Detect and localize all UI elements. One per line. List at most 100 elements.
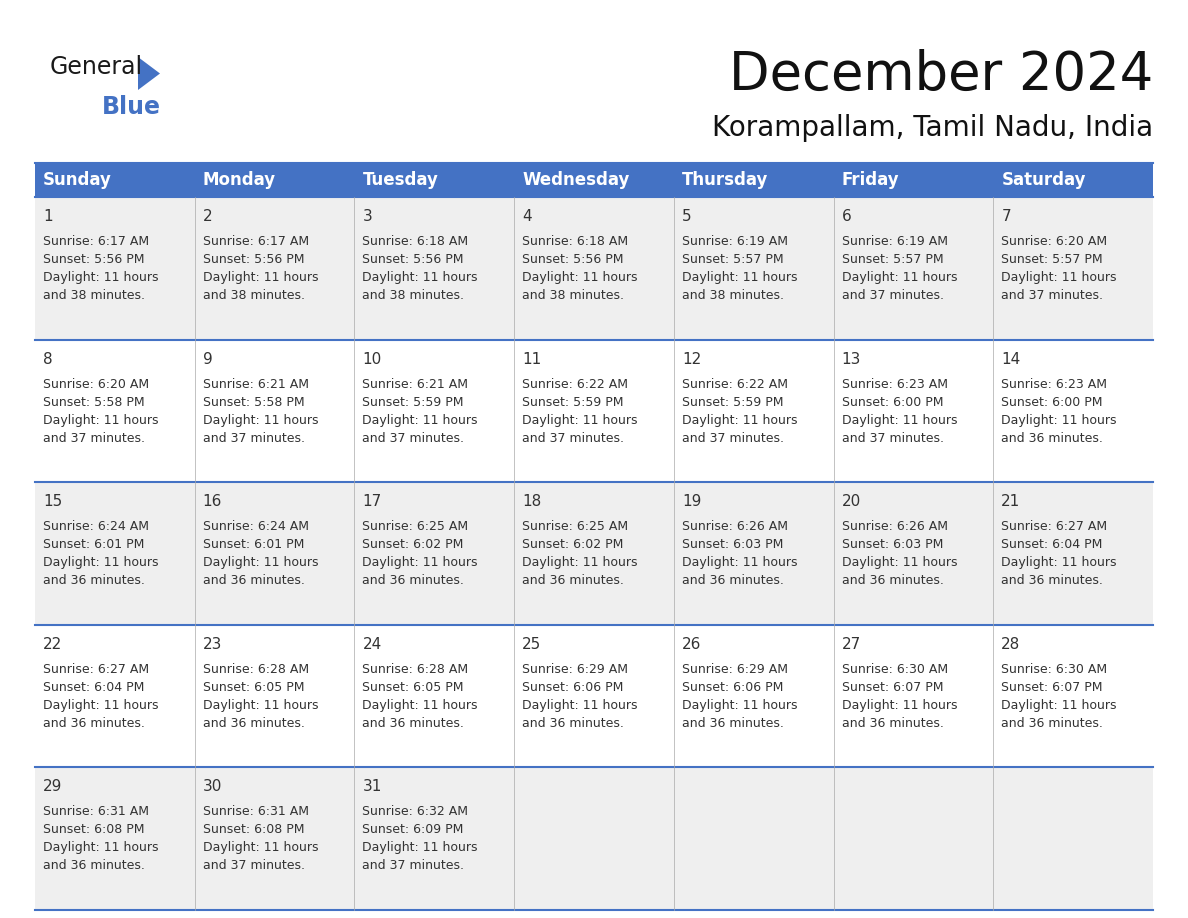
Text: Sunset: 6:02 PM: Sunset: 6:02 PM: [523, 538, 624, 551]
Bar: [34, 767, 1154, 910]
Text: and 36 minutes.: and 36 minutes.: [1001, 431, 1104, 444]
Text: and 36 minutes.: and 36 minutes.: [362, 574, 465, 588]
Text: Sunset: 6:06 PM: Sunset: 6:06 PM: [682, 681, 783, 694]
Polygon shape: [138, 57, 160, 90]
Text: Sunset: 6:00 PM: Sunset: 6:00 PM: [841, 396, 943, 409]
Text: Sunrise: 6:19 AM: Sunrise: 6:19 AM: [841, 235, 948, 248]
Text: Sunrise: 6:26 AM: Sunrise: 6:26 AM: [682, 521, 788, 533]
Text: and 38 minutes.: and 38 minutes.: [682, 289, 784, 302]
Bar: [195, 163, 354, 197]
Text: 5: 5: [682, 209, 691, 224]
Bar: [834, 163, 993, 197]
Text: Sunset: 6:05 PM: Sunset: 6:05 PM: [362, 681, 465, 694]
Text: Sunrise: 6:20 AM: Sunrise: 6:20 AM: [43, 377, 150, 390]
Text: Daylight: 11 hours: Daylight: 11 hours: [682, 271, 797, 284]
Text: Daylight: 11 hours: Daylight: 11 hours: [523, 699, 638, 711]
Text: Daylight: 11 hours: Daylight: 11 hours: [362, 699, 478, 711]
Text: 10: 10: [362, 352, 381, 366]
Text: and 36 minutes.: and 36 minutes.: [682, 717, 784, 730]
Text: 3: 3: [362, 209, 372, 224]
Text: 18: 18: [523, 494, 542, 509]
Bar: [993, 163, 1154, 197]
Text: Sunset: 6:02 PM: Sunset: 6:02 PM: [362, 538, 463, 551]
Text: Sunset: 6:07 PM: Sunset: 6:07 PM: [841, 681, 943, 694]
Text: 23: 23: [203, 637, 222, 652]
Text: 22: 22: [43, 637, 62, 652]
Text: Sunrise: 6:24 AM: Sunrise: 6:24 AM: [43, 521, 148, 533]
Text: Sunset: 5:59 PM: Sunset: 5:59 PM: [523, 396, 624, 409]
Text: 25: 25: [523, 637, 542, 652]
Text: Sunset: 6:08 PM: Sunset: 6:08 PM: [203, 823, 304, 836]
Text: 19: 19: [682, 494, 701, 509]
Text: Daylight: 11 hours: Daylight: 11 hours: [203, 699, 318, 711]
Text: Daylight: 11 hours: Daylight: 11 hours: [43, 842, 158, 855]
Text: Sunset: 6:09 PM: Sunset: 6:09 PM: [362, 823, 463, 836]
Text: Daylight: 11 hours: Daylight: 11 hours: [1001, 699, 1117, 711]
Text: Sunrise: 6:24 AM: Sunrise: 6:24 AM: [203, 521, 309, 533]
Text: and 36 minutes.: and 36 minutes.: [523, 574, 624, 588]
Text: Sunrise: 6:27 AM: Sunrise: 6:27 AM: [1001, 521, 1107, 533]
Text: and 38 minutes.: and 38 minutes.: [362, 289, 465, 302]
Text: and 37 minutes.: and 37 minutes.: [203, 859, 304, 872]
Text: Thursday: Thursday: [682, 171, 769, 189]
Text: 20: 20: [841, 494, 861, 509]
Text: Daylight: 11 hours: Daylight: 11 hours: [362, 271, 478, 284]
Text: Daylight: 11 hours: Daylight: 11 hours: [43, 699, 158, 711]
Text: Sunset: 6:03 PM: Sunset: 6:03 PM: [682, 538, 783, 551]
Text: Sunrise: 6:30 AM: Sunrise: 6:30 AM: [841, 663, 948, 676]
Text: Sunset: 6:06 PM: Sunset: 6:06 PM: [523, 681, 624, 694]
Text: Daylight: 11 hours: Daylight: 11 hours: [43, 271, 158, 284]
Text: Sunrise: 6:26 AM: Sunrise: 6:26 AM: [841, 521, 948, 533]
Text: Sunrise: 6:28 AM: Sunrise: 6:28 AM: [362, 663, 468, 676]
Text: Sunset: 5:58 PM: Sunset: 5:58 PM: [43, 396, 145, 409]
Text: Sunrise: 6:20 AM: Sunrise: 6:20 AM: [1001, 235, 1107, 248]
Text: 17: 17: [362, 494, 381, 509]
Text: 6: 6: [841, 209, 852, 224]
Text: Daylight: 11 hours: Daylight: 11 hours: [43, 414, 158, 427]
Text: 29: 29: [43, 779, 63, 794]
Text: Sunset: 6:07 PM: Sunset: 6:07 PM: [1001, 681, 1102, 694]
Text: and 38 minutes.: and 38 minutes.: [43, 289, 145, 302]
Text: Daylight: 11 hours: Daylight: 11 hours: [682, 699, 797, 711]
Text: Daylight: 11 hours: Daylight: 11 hours: [362, 556, 478, 569]
Text: Daylight: 11 hours: Daylight: 11 hours: [841, 414, 958, 427]
Text: and 36 minutes.: and 36 minutes.: [841, 574, 943, 588]
Text: Blue: Blue: [102, 95, 162, 119]
Text: Sunset: 5:58 PM: Sunset: 5:58 PM: [203, 396, 304, 409]
Text: 16: 16: [203, 494, 222, 509]
Text: Sunset: 6:01 PM: Sunset: 6:01 PM: [43, 538, 145, 551]
Text: 14: 14: [1001, 352, 1020, 366]
Text: Daylight: 11 hours: Daylight: 11 hours: [841, 699, 958, 711]
Text: and 37 minutes.: and 37 minutes.: [841, 289, 943, 302]
Text: Sunrise: 6:32 AM: Sunrise: 6:32 AM: [362, 805, 468, 819]
Text: Daylight: 11 hours: Daylight: 11 hours: [523, 414, 638, 427]
Text: Sunset: 6:04 PM: Sunset: 6:04 PM: [1001, 538, 1102, 551]
Text: Sunset: 5:59 PM: Sunset: 5:59 PM: [362, 396, 465, 409]
Text: 7: 7: [1001, 209, 1011, 224]
Text: 31: 31: [362, 779, 381, 794]
Text: 9: 9: [203, 352, 213, 366]
Text: Daylight: 11 hours: Daylight: 11 hours: [841, 556, 958, 569]
Text: and 36 minutes.: and 36 minutes.: [841, 717, 943, 730]
Text: Sunrise: 6:18 AM: Sunrise: 6:18 AM: [362, 235, 468, 248]
Text: Daylight: 11 hours: Daylight: 11 hours: [362, 842, 478, 855]
Text: Sunset: 6:08 PM: Sunset: 6:08 PM: [43, 823, 145, 836]
Text: Sunset: 5:56 PM: Sunset: 5:56 PM: [362, 253, 465, 266]
Text: and 36 minutes.: and 36 minutes.: [43, 859, 145, 872]
Text: Sunset: 5:57 PM: Sunset: 5:57 PM: [1001, 253, 1102, 266]
Text: Daylight: 11 hours: Daylight: 11 hours: [682, 556, 797, 569]
Text: 21: 21: [1001, 494, 1020, 509]
Text: Sunrise: 6:28 AM: Sunrise: 6:28 AM: [203, 663, 309, 676]
Text: Sunset: 5:59 PM: Sunset: 5:59 PM: [682, 396, 783, 409]
Text: Daylight: 11 hours: Daylight: 11 hours: [203, 842, 318, 855]
Text: 11: 11: [523, 352, 542, 366]
Text: and 36 minutes.: and 36 minutes.: [203, 717, 304, 730]
Text: and 37 minutes.: and 37 minutes.: [1001, 289, 1104, 302]
Text: Sunrise: 6:17 AM: Sunrise: 6:17 AM: [203, 235, 309, 248]
Text: Sunrise: 6:30 AM: Sunrise: 6:30 AM: [1001, 663, 1107, 676]
Text: 4: 4: [523, 209, 532, 224]
Text: Daylight: 11 hours: Daylight: 11 hours: [841, 271, 958, 284]
Bar: [34, 197, 1154, 340]
Text: Sunrise: 6:25 AM: Sunrise: 6:25 AM: [523, 521, 628, 533]
Text: Sunday: Sunday: [43, 171, 112, 189]
